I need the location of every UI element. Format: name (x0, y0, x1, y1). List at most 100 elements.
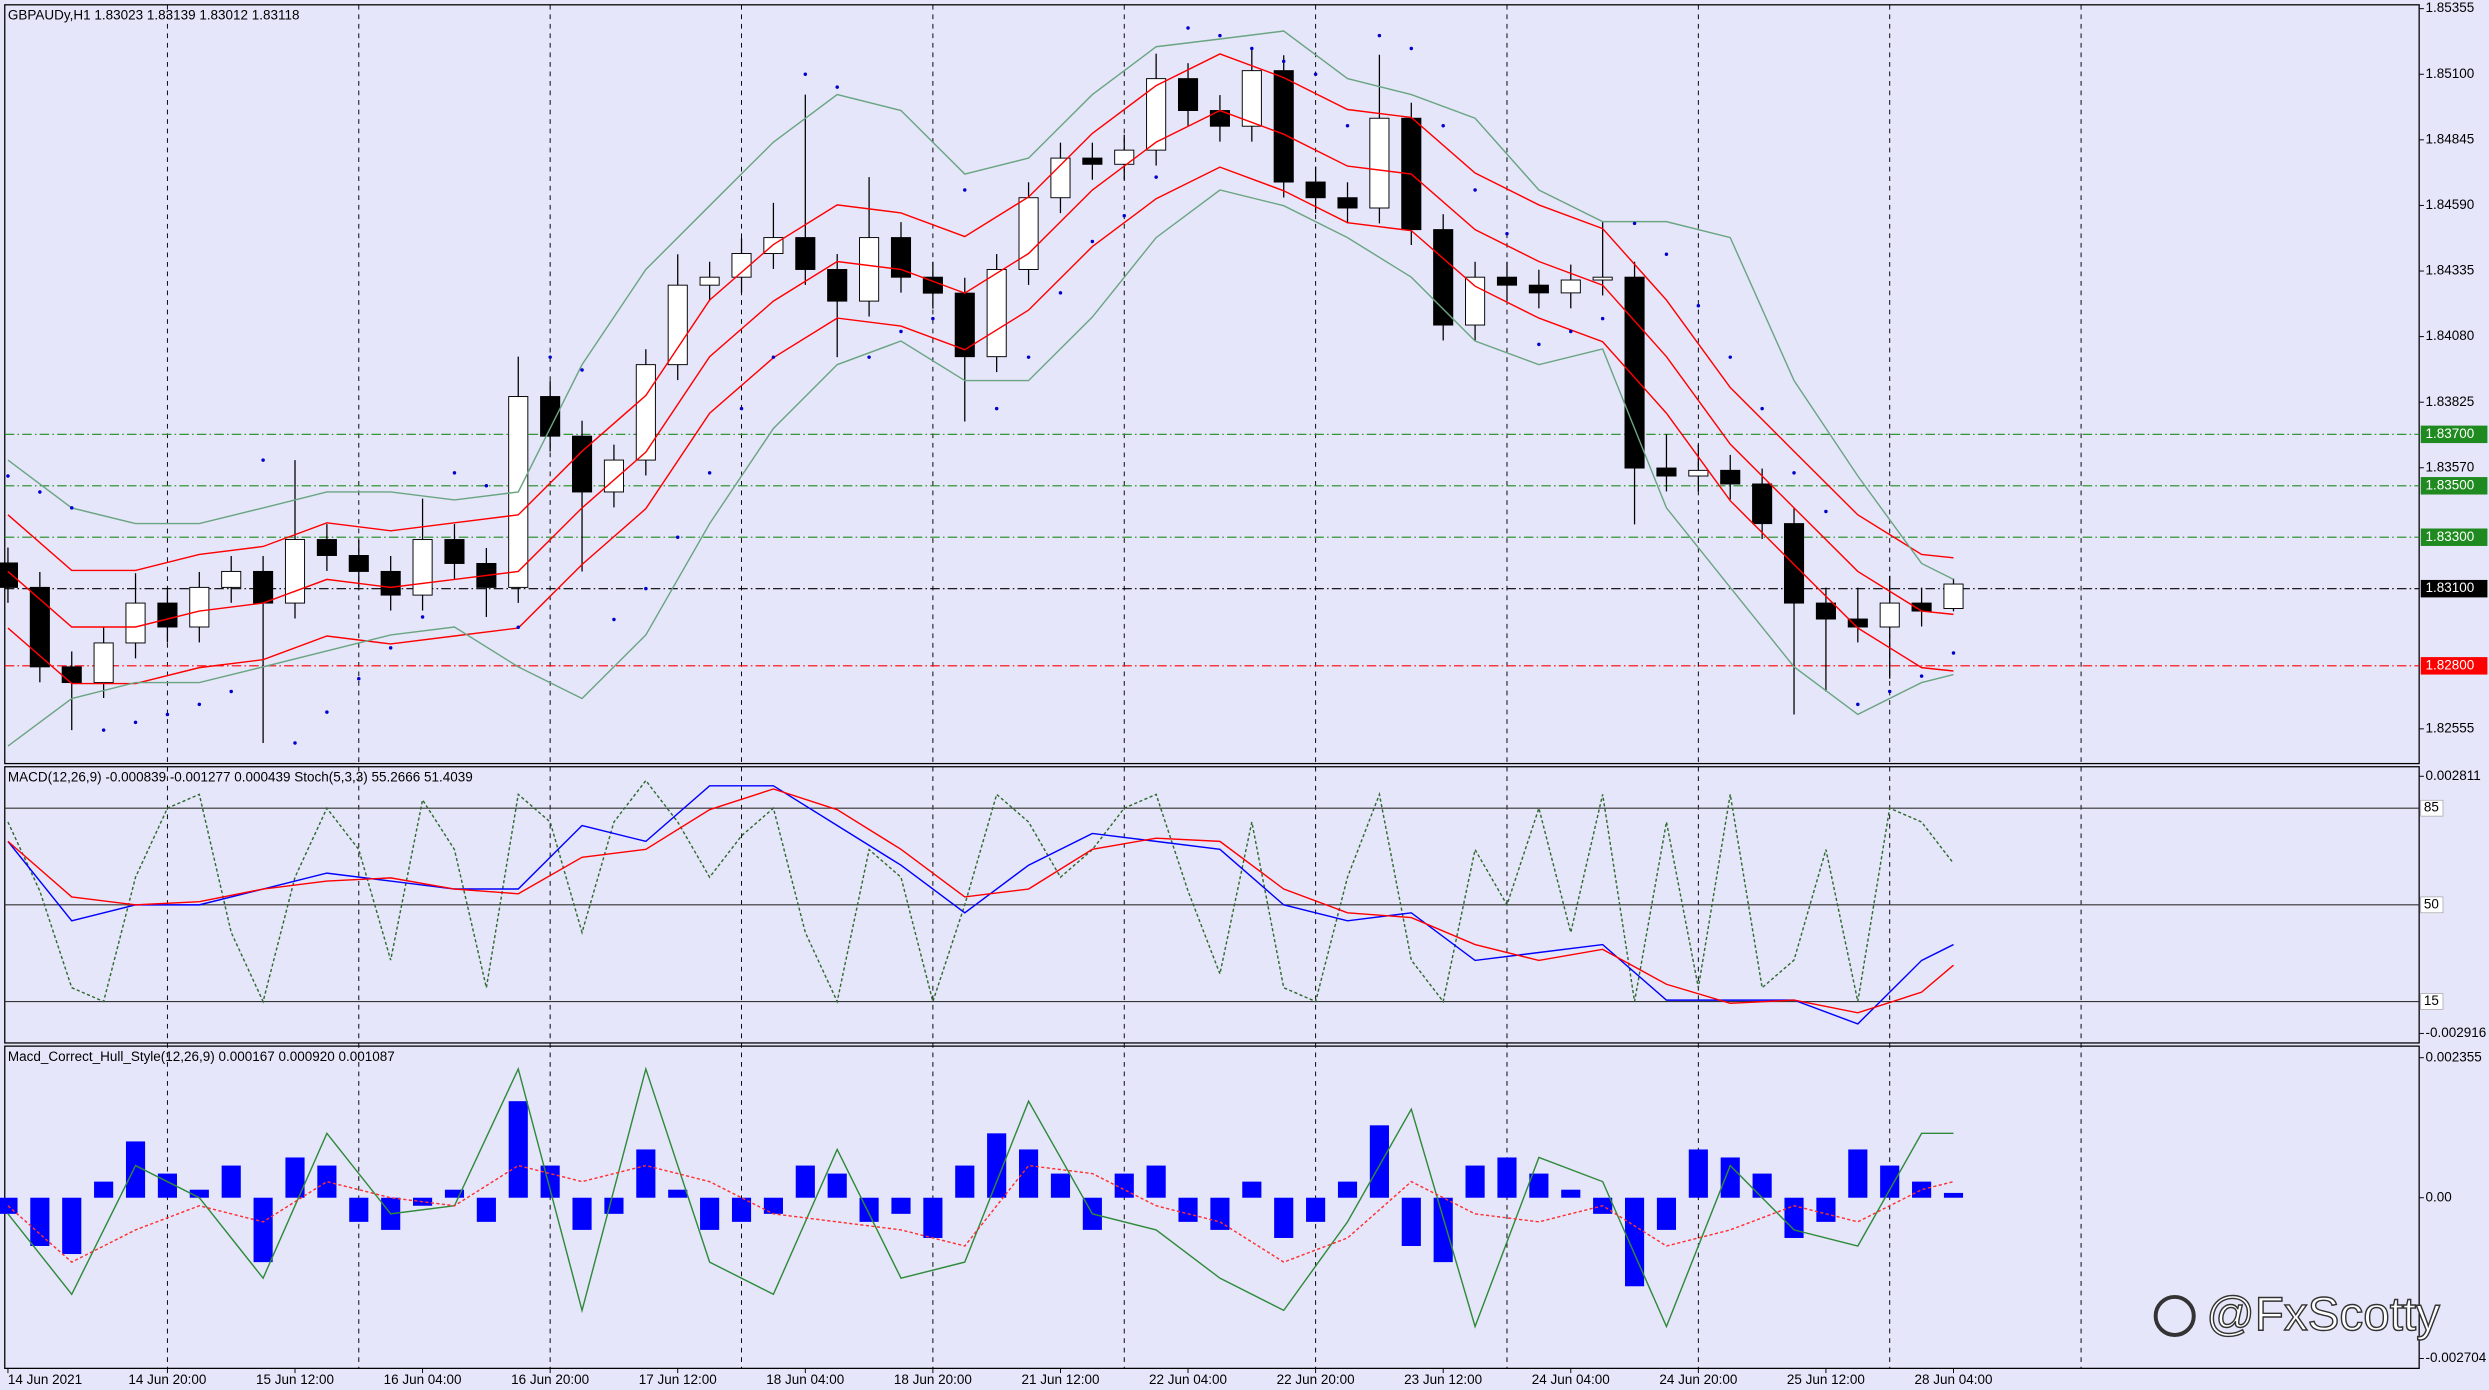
sar-dot (899, 329, 903, 334)
indicator-line (7, 1164, 1954, 1263)
candle-body (1815, 602, 1836, 620)
candle (1656, 434, 1677, 492)
histogram-bar (731, 1197, 752, 1222)
candle-body (1656, 467, 1677, 477)
candle (731, 238, 752, 293)
candle (1050, 142, 1071, 214)
candle-body (1496, 276, 1518, 286)
sar-dot (1856, 702, 1860, 707)
histogram-bar (1816, 1197, 1836, 1222)
y-tick-label: 1.83570 (2426, 459, 2475, 474)
sar-dot (1664, 252, 1669, 257)
histogram-bar (444, 1189, 465, 1198)
candle (221, 556, 242, 603)
candle (859, 177, 880, 317)
watermark-logo (2153, 1294, 2196, 1338)
y2-tick-box (2420, 993, 2444, 1010)
sar-dot (388, 646, 393, 650)
candle (1305, 166, 1326, 214)
histogram-bar (763, 1197, 783, 1214)
sar-dot (1473, 188, 1477, 192)
histogram-bar (1497, 1157, 1517, 1198)
candle (1688, 444, 1709, 492)
indicator-line (7, 109, 1954, 628)
sar-dot (1728, 355, 1732, 359)
y-tick-label: 1.82555 (2426, 720, 2475, 735)
sar-dot (1569, 329, 1573, 334)
sar-dot (644, 586, 648, 591)
histogram-bar (189, 1189, 209, 1198)
sar-dot (867, 355, 871, 359)
y-tick-label: 0.00 (2426, 1189, 2452, 1204)
candle (1241, 48, 1262, 142)
y-tick-label: 1.84335 (2426, 263, 2475, 278)
level-label-box (2420, 528, 2488, 546)
sar-dot (1887, 689, 1892, 694)
sar-dot (101, 728, 106, 732)
candle-body (1146, 78, 1167, 151)
panel-frame (4, 4, 2420, 765)
candle-body (284, 539, 306, 604)
x-tick-label: 18 Jun 04:00 (766, 1372, 844, 1387)
candle-body (29, 586, 50, 668)
histogram-bar (1624, 1197, 1645, 1287)
sar-dot (69, 506, 74, 510)
y2-tick-box (2420, 896, 2444, 914)
y-tick-label: 1.85100 (2426, 66, 2475, 81)
y-tick-label: -0.002704 (2426, 1350, 2487, 1365)
candle-body (1273, 70, 1294, 183)
histogram-bar (317, 1165, 337, 1198)
x-tick-label: 28 Jun 04:00 (1915, 1372, 1993, 1387)
level-label-box (2420, 425, 2488, 444)
level-label: 1.83300 (2426, 529, 2475, 544)
histogram-bar (668, 1189, 688, 1198)
candle (1496, 261, 1518, 301)
candle-body (859, 237, 880, 302)
candle (157, 587, 178, 643)
candle (1592, 221, 1613, 296)
histogram-bar (1561, 1189, 1581, 1198)
candle-body (795, 237, 816, 270)
histogram-bar (572, 1197, 592, 1230)
sar-dot (771, 355, 776, 359)
candle (93, 627, 114, 698)
y2-tick-label: 85 (2424, 800, 2439, 815)
candle (1815, 587, 1836, 692)
watermark: @FxScotty (2153, 1287, 2441, 1342)
sar-dot (1090, 239, 1095, 244)
candle (1624, 261, 1645, 525)
candle (1018, 182, 1039, 285)
candle (699, 261, 720, 301)
histogram-bar (476, 1197, 496, 1222)
candle-body (1369, 117, 1390, 209)
histogram-bar (987, 1133, 1007, 1198)
sar-dot (38, 490, 42, 494)
candle-body (1177, 78, 1199, 111)
sar-dot (580, 368, 584, 372)
histogram-bar (1369, 1125, 1389, 1198)
sar-dot (1824, 509, 1828, 514)
sar-dot (484, 484, 489, 488)
candle (1177, 63, 1199, 126)
candle-body (827, 269, 848, 302)
indicator-line (7, 189, 1954, 747)
indicator-line (7, 166, 1954, 685)
sar-dot (707, 471, 712, 475)
x-tick-label: 15 Jun 12:00 (256, 1372, 334, 1387)
histogram-bar (1848, 1149, 1868, 1198)
candle-body (1528, 284, 1549, 294)
x-tick-label: 25 Jun 12:00 (1787, 1372, 1865, 1387)
candle-body (1592, 276, 1613, 281)
histogram-bar (94, 1181, 114, 1198)
panel-title: MACD(12,26,9) -0.000839 -0.001277 0.0004… (8, 769, 473, 784)
x-tick-label: 24 Jun 20:00 (1659, 1372, 1737, 1387)
histogram-bar (923, 1197, 943, 1238)
candle-body (61, 666, 82, 684)
sar-dot (133, 720, 138, 725)
y-tick-label: 1.83825 (2426, 394, 2475, 409)
level-label-box (2420, 579, 2488, 598)
candle (1273, 55, 1294, 198)
y2-tick-label: 15 (2424, 993, 2439, 1008)
histogram-bar (1114, 1173, 1134, 1198)
